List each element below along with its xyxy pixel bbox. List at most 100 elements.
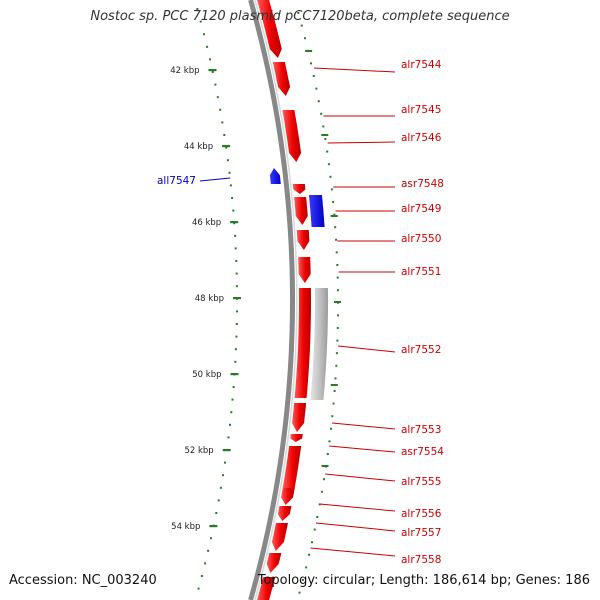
- ring-dot: [327, 163, 330, 166]
- ring-dot: [209, 58, 211, 61]
- ring-dot: [335, 238, 338, 241]
- scale-tick-label: 44 kbp: [184, 142, 213, 152]
- forward-gene[interactable]: [294, 288, 311, 398]
- gene-label-alr7552[interactable]: alr7552: [401, 344, 441, 356]
- ring-dot: [235, 272, 238, 275]
- gene-label-alr7556[interactable]: alr7556: [401, 508, 442, 520]
- forward-gene[interactable]: [282, 110, 302, 162]
- ring-dot: [326, 150, 329, 153]
- forward-gene[interactable]: [281, 488, 295, 505]
- ring-dot: [311, 541, 313, 544]
- ring-dot: [224, 461, 226, 464]
- ring-dot: [214, 83, 217, 86]
- ring-dot: [200, 575, 203, 577]
- forward-gene[interactable]: [257, 0, 282, 58]
- ring-dot: [297, 12, 300, 14]
- ring-dot: [232, 386, 235, 388]
- gene-label-alr7549[interactable]: alr7549: [401, 203, 441, 215]
- gene-label-all7547[interactable]: all7547: [157, 175, 196, 187]
- forward-gene[interactable]: [294, 197, 308, 225]
- ring-dot: [308, 553, 311, 556]
- label-leader: [310, 547, 396, 557]
- ring-dot: [199, 20, 202, 23]
- gene-label-alr7546[interactable]: alr7546: [401, 132, 442, 144]
- forward-gene[interactable]: [296, 230, 310, 250]
- ring-dot: [217, 499, 220, 502]
- forward-gene[interactable]: [292, 403, 307, 432]
- ring-dot: [221, 121, 224, 124]
- scale-tick: [233, 297, 241, 300]
- ring-dot: [204, 562, 207, 565]
- scale-tick: [222, 449, 231, 452]
- ring-dot: [336, 339, 339, 342]
- scale-ticks: 42 kbp 44 kbp 46 kbp 48 kbp 50 kbp 52 kbp 54 k…: [170, 66, 241, 532]
- scale-tick-label: 54 kbp: [171, 522, 200, 532]
- ring-dot: [234, 360, 237, 363]
- ring-dot: [336, 289, 339, 292]
- reverse-gene[interactable]: [308, 195, 325, 227]
- ring-dot: [305, 566, 308, 569]
- forward-gene[interactable]: [282, 446, 302, 488]
- ring-dot: [206, 45, 209, 48]
- forward-gene[interactable]: [257, 577, 276, 600]
- scale-tick-label: 52 kbp: [184, 446, 213, 456]
- ring-dot: [219, 108, 222, 111]
- gene-label-alr7550[interactable]: alr7550: [401, 233, 441, 245]
- gene-label-alr7558[interactable]: alr7558: [401, 554, 441, 566]
- ring-dot: [335, 364, 338, 367]
- right-dotted-ring: [297, 12, 341, 594]
- ring-dot: [235, 335, 238, 338]
- ring-dot: [232, 209, 235, 212]
- backbone-inner-line: [254, 0, 298, 600]
- ring-dot: [316, 516, 319, 518]
- ring-dot: [333, 390, 336, 392]
- gene-label-asr7548[interactable]: asr7548: [401, 178, 444, 190]
- ring-dot: [304, 37, 306, 40]
- gene-label-alr7555[interactable]: alr7555: [401, 476, 441, 488]
- forward-gene[interactable]: [271, 523, 288, 551]
- ring-dot: [234, 234, 237, 237]
- forward-gene[interactable]: [292, 184, 306, 194]
- scale-tick: [230, 221, 239, 224]
- forward-gene[interactable]: [266, 553, 282, 573]
- ring-dot: [334, 377, 337, 380]
- ring-dot: [223, 134, 226, 136]
- ring-dot: [234, 348, 237, 351]
- ring-dot: [328, 440, 331, 443]
- ring-dot: [329, 175, 332, 178]
- ring-dot: [334, 226, 337, 229]
- ring-dot: [230, 411, 233, 414]
- ring-dot: [235, 260, 238, 262]
- ring-dot: [320, 490, 323, 493]
- label-leader: [199, 177, 231, 182]
- label-leader: [329, 445, 396, 453]
- ring-dot: [335, 352, 338, 355]
- ring-dot: [335, 251, 338, 254]
- gene-label-alr7545[interactable]: alr7545: [401, 104, 441, 116]
- ring-dot: [231, 197, 234, 199]
- ring-dot: [211, 71, 214, 73]
- forward-gene[interactable]: [298, 257, 311, 283]
- gene-label-alr7544[interactable]: alr7544: [401, 59, 442, 71]
- label-leader: [315, 522, 396, 532]
- forward-gene[interactable]: [272, 62, 291, 96]
- gray-feature[interactable]: [310, 288, 328, 400]
- ring-dot: [234, 247, 237, 250]
- ring-dot: [336, 264, 339, 266]
- forward-gene[interactable]: [290, 434, 303, 442]
- ring-dot: [333, 213, 336, 216]
- ring-dot: [210, 537, 212, 540]
- ring-dot: [203, 33, 205, 36]
- gene-label-asr7554[interactable]: asr7554: [401, 446, 444, 458]
- reverse-gene[interactable]: [269, 168, 281, 184]
- ring-dot: [313, 528, 316, 531]
- forward-gene[interactable]: [277, 506, 292, 521]
- ring-dash: [321, 134, 329, 136]
- gene-label-alr7553[interactable]: alr7553: [401, 424, 441, 436]
- gene-label-alr7551[interactable]: alr7551: [401, 266, 441, 278]
- label-leader: [327, 141, 396, 144]
- gene-label-alr7557[interactable]: alr7557: [401, 527, 441, 539]
- ring-dot: [235, 285, 238, 288]
- ring-dot: [324, 138, 327, 140]
- ring-dot: [320, 112, 323, 115]
